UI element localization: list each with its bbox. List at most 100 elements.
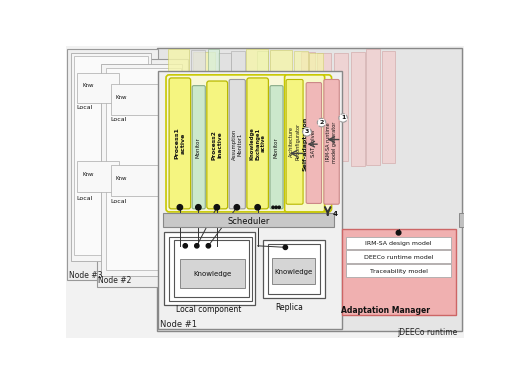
Circle shape [278,206,280,209]
Text: Architecture
Reconfigurator: Architecture Reconfigurator [289,123,300,160]
FancyBboxPatch shape [270,86,283,209]
Text: Process1
active: Process1 active [174,127,185,159]
Bar [97,59,188,287]
Text: Node #3: Node #3 [69,271,102,280]
Bar [263,240,325,298]
Circle shape [283,245,287,250]
Text: 4: 4 [332,211,337,217]
Circle shape [234,204,239,210]
Bar [301,52,315,166]
Bar [294,51,308,166]
Bar [169,237,252,301]
Text: DEECo runtime model: DEECo runtime model [364,255,433,260]
Text: jDEECo runtime: jDEECo runtime [397,328,457,337]
Bar [334,53,348,161]
Text: Local: Local [111,199,127,204]
Circle shape [195,244,199,248]
Bar [67,49,158,280]
Text: Replica: Replica [275,303,303,312]
Text: 2: 2 [320,120,324,125]
Bar [346,264,451,277]
FancyBboxPatch shape [166,75,331,212]
Bar [246,49,268,167]
Text: Local: Local [77,105,93,110]
Bar [342,229,455,315]
FancyBboxPatch shape [306,82,322,203]
Text: Process2
inactive: Process2 inactive [211,130,222,160]
Circle shape [183,244,188,248]
Circle shape [272,206,274,209]
Text: Local component: Local component [176,305,241,314]
Circle shape [302,128,311,136]
Circle shape [339,114,347,122]
Circle shape [206,244,210,248]
Bar [70,53,151,261]
Bar [180,259,245,288]
Text: Node #2: Node #2 [98,276,132,285]
Bar [111,84,161,115]
Bar [346,250,451,263]
Bar [346,237,451,249]
Bar [77,161,119,192]
Bar [106,68,180,270]
Bar [208,49,219,165]
Bar [77,73,119,103]
Bar [218,52,232,160]
FancyBboxPatch shape [229,79,246,209]
FancyBboxPatch shape [286,79,303,204]
Circle shape [255,204,261,210]
Text: 1: 1 [341,116,345,120]
Bar [366,49,380,165]
Text: Traceability model: Traceability model [370,269,428,274]
Bar [101,64,182,276]
Bar [157,48,462,331]
Text: Node #1: Node #1 [160,320,197,329]
Bar [164,232,255,305]
Text: Knw: Knw [115,95,127,100]
Bar [257,51,268,161]
Circle shape [195,204,201,210]
Circle shape [317,118,326,127]
FancyBboxPatch shape [324,79,339,204]
Text: Knowledge: Knowledge [275,269,313,275]
FancyBboxPatch shape [207,81,227,209]
Bar [309,52,323,163]
Bar [351,52,364,166]
Bar [382,51,396,163]
Bar [174,241,249,298]
Bar [168,49,189,169]
Text: Knw: Knw [83,83,95,88]
Text: Assumption
Monitor1: Assumption Monitor1 [232,128,242,160]
Circle shape [214,204,220,210]
Bar [459,214,464,227]
Bar [111,165,161,196]
Text: Knw: Knw [115,176,127,180]
Bar [163,214,334,227]
Text: Adaptation Manager: Adaptation Manager [341,306,430,315]
Circle shape [396,230,401,235]
Bar [268,244,320,294]
FancyBboxPatch shape [169,78,191,209]
Text: Scheduler: Scheduler [227,217,269,226]
Bar [193,52,215,166]
Bar [270,50,292,164]
Text: IRM-SA design model: IRM-SA design model [366,241,432,246]
Text: Self-adaptation: Self-adaptation [302,116,307,171]
Bar [232,51,246,161]
Text: Knowledge: Knowledge [193,271,231,277]
Bar [191,50,205,164]
Text: Monitor: Monitor [196,137,201,158]
Circle shape [275,206,277,209]
Text: Monitor: Monitor [273,137,279,158]
Text: Local: Local [111,117,127,122]
Circle shape [177,204,183,210]
FancyBboxPatch shape [284,75,325,212]
Text: Local: Local [77,196,93,201]
Bar [158,71,342,329]
FancyBboxPatch shape [192,86,205,209]
Bar [317,53,331,163]
Bar [73,56,148,255]
FancyBboxPatch shape [247,78,268,209]
Text: Knw: Knw [83,172,95,177]
Bar [272,258,315,284]
